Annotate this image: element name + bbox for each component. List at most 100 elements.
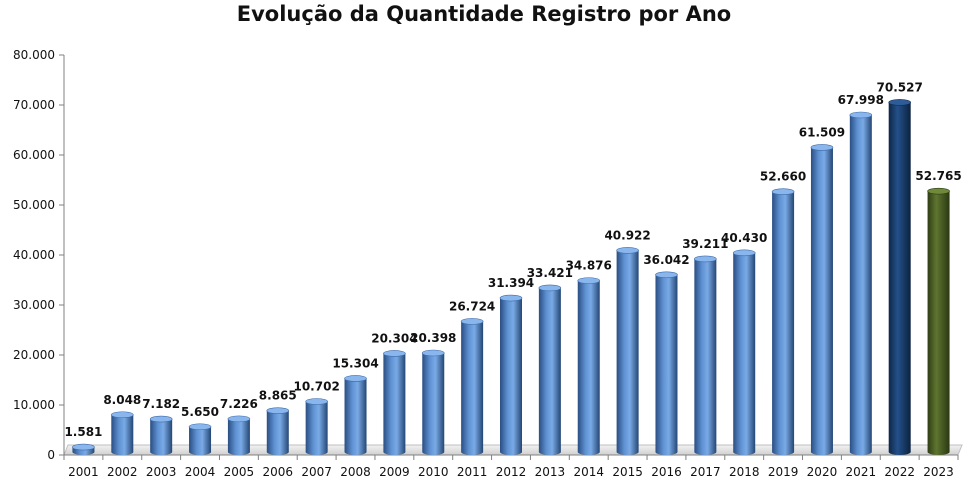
- bar-cap: [732, 249, 756, 257]
- bar-cap: [888, 99, 911, 106]
- y-tick-label: 70.000: [13, 98, 55, 112]
- bar-cap: [266, 407, 290, 414]
- data-label-2020: 61.509: [799, 125, 845, 139]
- x-tick-label-2014: 2014: [573, 465, 604, 479]
- bar-2018: [732, 249, 756, 455]
- data-label-2010: 20.398: [410, 331, 456, 345]
- data-label-2009: 20.304: [371, 331, 417, 345]
- bar-body: [655, 274, 678, 455]
- bar-body: [461, 321, 484, 455]
- bar-cap: [227, 415, 251, 423]
- bar-2019: [771, 188, 795, 455]
- bar-cap: [460, 318, 484, 325]
- bar-cap: [72, 443, 95, 451]
- bar-cap: [538, 284, 562, 292]
- bar-2010: [421, 349, 445, 455]
- bar-cap: [383, 350, 406, 357]
- x-tick-label-2007: 2007: [301, 465, 332, 479]
- data-label-2013: 33.421: [527, 266, 573, 280]
- data-label-2005: 7.226: [220, 397, 258, 411]
- data-label-2011: 26.724: [449, 299, 495, 313]
- bar-2005: [227, 415, 251, 455]
- x-tick-label-2006: 2006: [263, 465, 294, 479]
- bar-2023: [927, 187, 950, 456]
- bar-body: [772, 191, 795, 455]
- bar-body: [733, 252, 756, 455]
- x-tick-label-2023: 2023: [923, 465, 954, 479]
- bar-2001: [72, 443, 95, 455]
- bar-2014: [577, 277, 601, 455]
- bar-cap: [421, 349, 445, 357]
- data-label-2019: 52.660: [760, 170, 806, 184]
- bar-2017: [694, 255, 717, 455]
- x-tick-label-2018: 2018: [729, 465, 760, 479]
- y-tick-label: 40.000: [13, 248, 55, 262]
- bar-2003: [149, 415, 173, 455]
- bar-cap: [577, 277, 601, 284]
- x-tick-label-2019: 2019: [768, 465, 799, 479]
- y-tick-label: 20.000: [13, 348, 55, 362]
- bar-2006: [266, 407, 290, 455]
- bar-cap: [111, 411, 134, 419]
- x-tick-label-2001: 2001: [68, 465, 99, 479]
- bar-cap: [616, 247, 639, 254]
- data-label-2018: 40.430: [721, 231, 767, 245]
- data-label-2015: 40.922: [604, 228, 650, 242]
- x-tick-label-2022: 2022: [884, 465, 915, 479]
- chart-title: Evolução da Quantidade Registro por Ano: [236, 2, 732, 26]
- data-label-2004: 5.650: [181, 405, 219, 419]
- y-tick-label: 10.000: [13, 398, 55, 412]
- bar-body: [189, 426, 212, 455]
- data-label-2006: 8.865: [259, 389, 297, 403]
- bar-body: [577, 280, 600, 455]
- bar-2009: [383, 350, 406, 455]
- data-label-2022: 70.527: [877, 80, 923, 94]
- y-tick-label: 0: [47, 448, 55, 462]
- data-label-2001: 1.581: [64, 425, 102, 439]
- bar-2022: [888, 99, 911, 456]
- bar-2002: [111, 411, 134, 455]
- data-label-2012: 31.394: [488, 276, 534, 290]
- x-tick-label-2012: 2012: [496, 465, 527, 479]
- bar-2007: [305, 398, 328, 455]
- bar-body: [305, 401, 328, 455]
- data-label-2002: 8.048: [103, 393, 141, 407]
- data-label-2008: 15.304: [332, 356, 378, 370]
- bar-cap: [188, 423, 212, 431]
- bar-body: [227, 418, 250, 455]
- x-tick-label-2020: 2020: [807, 465, 838, 479]
- bar-body: [111, 414, 134, 455]
- data-label-2023: 52.765: [915, 169, 961, 183]
- x-tick-label-2021: 2021: [846, 465, 877, 479]
- bar-cap: [810, 144, 834, 151]
- x-tick-label-2008: 2008: [340, 465, 371, 479]
- bar-2013: [538, 284, 562, 455]
- bar-body: [694, 258, 717, 455]
- data-label-2014: 34.876: [566, 259, 612, 273]
- bar-cap: [499, 294, 523, 302]
- bar-2012: [499, 294, 523, 455]
- x-tick-label-2015: 2015: [612, 465, 643, 479]
- x-tick-label-2010: 2010: [418, 465, 449, 479]
- bar-body: [150, 419, 173, 455]
- data-label-2021: 67.998: [838, 93, 884, 107]
- data-label-2007: 10.702: [293, 379, 339, 393]
- bar-2008: [344, 375, 367, 455]
- bar-2011: [460, 318, 484, 455]
- x-tick-label-2002: 2002: [107, 465, 138, 479]
- y-tick-label: 60.000: [13, 148, 55, 162]
- y-tick-label: 50.000: [13, 198, 55, 212]
- bar-body: [927, 191, 950, 456]
- bar-cap: [149, 415, 173, 423]
- bar-2020: [810, 144, 834, 455]
- x-tick-label-2017: 2017: [690, 465, 721, 479]
- data-label-2003: 7.182: [142, 397, 180, 411]
- x-tick-label-2016: 2016: [651, 465, 682, 479]
- bar-body: [616, 250, 639, 455]
- bar-cap: [655, 271, 678, 279]
- x-tick-label-2003: 2003: [146, 465, 177, 479]
- bar-body: [422, 353, 445, 455]
- bar-body: [888, 102, 911, 456]
- y-tick-label: 30.000: [13, 298, 55, 312]
- bar-2016: [655, 271, 678, 455]
